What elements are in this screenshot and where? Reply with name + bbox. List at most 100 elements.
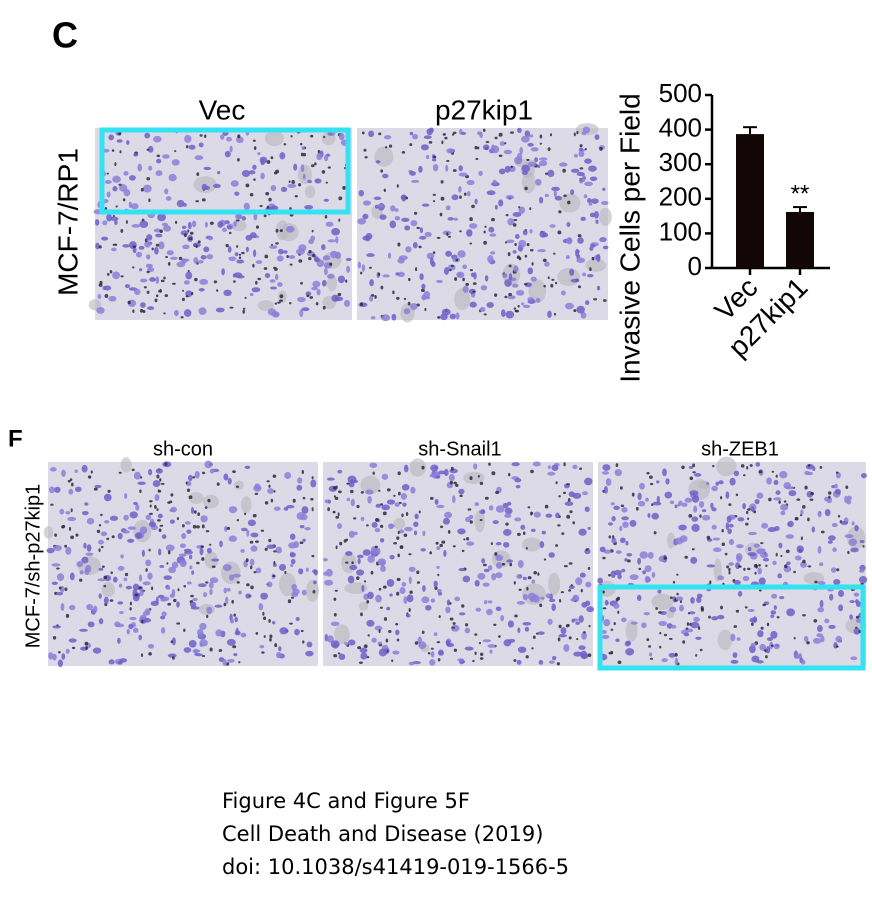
cell: [617, 660, 622, 665]
cell: [542, 233, 549, 238]
cell: [432, 199, 436, 203]
cell: [196, 172, 200, 176]
cell: [429, 496, 434, 500]
cell: [381, 314, 390, 322]
panel-label: F: [8, 425, 23, 452]
cell: [69, 604, 76, 611]
cell: [379, 606, 383, 609]
cell: [696, 593, 703, 599]
cell: [375, 160, 381, 164]
cell: [387, 252, 392, 259]
cell: [389, 554, 395, 560]
cell: [313, 580, 317, 585]
cell: [147, 306, 155, 311]
cell: [52, 653, 57, 661]
cell: [356, 504, 360, 509]
cell: [436, 588, 442, 593]
cell: [602, 187, 606, 191]
cell: [98, 593, 102, 599]
cell: [306, 641, 313, 648]
cell: [162, 154, 170, 159]
caption-line: Cell Death and Disease (2019): [222, 822, 543, 846]
cell: [442, 133, 447, 136]
cell: [444, 136, 448, 140]
cell: [302, 173, 306, 180]
cell: [175, 220, 178, 224]
cell: [691, 495, 700, 503]
cell: [643, 612, 651, 616]
cell: [86, 544, 92, 552]
cell: [751, 622, 754, 626]
cell: [287, 183, 297, 188]
cell: [117, 637, 121, 644]
cell: [273, 506, 281, 511]
cell: [349, 564, 358, 570]
cell: [445, 606, 451, 614]
cell: [159, 564, 165, 569]
cell: [388, 629, 392, 634]
cell: [582, 491, 588, 496]
cell: [422, 530, 426, 537]
cell: [596, 285, 601, 291]
cell: [451, 194, 459, 201]
cell: [494, 552, 498, 556]
cell: [800, 659, 806, 665]
cell: [482, 144, 490, 151]
cell: [164, 294, 169, 298]
cell: [395, 629, 400, 636]
cell: [425, 155, 430, 159]
cell: [55, 591, 64, 596]
cell: [773, 497, 782, 501]
cell: [577, 237, 584, 244]
cell: [217, 221, 224, 228]
cell: [200, 515, 208, 523]
cell: [327, 166, 331, 169]
cell: [522, 229, 528, 236]
cell: [820, 635, 825, 643]
cell: [490, 542, 493, 546]
cell: [817, 581, 826, 585]
cell: [51, 563, 61, 567]
cell: [229, 306, 234, 309]
cell: [602, 556, 606, 560]
cell: [397, 553, 400, 558]
cell: [225, 596, 229, 605]
cell: [692, 463, 695, 468]
cell: [458, 567, 466, 572]
cell: [580, 653, 589, 660]
cell: [794, 555, 802, 561]
cell: [506, 559, 513, 563]
cell: [472, 659, 475, 663]
cell: [397, 271, 405, 278]
cell: [495, 562, 503, 569]
cell: [452, 495, 456, 504]
cell: [659, 645, 662, 649]
cell: [374, 294, 377, 299]
cell: [688, 514, 693, 518]
cell: [131, 224, 141, 228]
cell: [157, 213, 166, 222]
cell: [155, 276, 160, 284]
cell: [590, 244, 596, 248]
cell: [527, 506, 531, 509]
cell: [259, 645, 265, 649]
cell: [270, 156, 274, 160]
row-label: MCF-7/RP1: [52, 148, 83, 296]
cell: [185, 145, 189, 149]
cell: [412, 242, 418, 249]
cell: [420, 288, 425, 293]
cell: [230, 180, 239, 187]
cell: [333, 495, 336, 498]
cell: [363, 644, 368, 649]
cell: [800, 536, 803, 541]
cell: [459, 195, 462, 199]
cell: [111, 149, 115, 152]
cell: [689, 611, 696, 615]
cell: [243, 202, 250, 211]
cell: [436, 565, 440, 569]
cell: [547, 276, 550, 280]
cell: [377, 641, 383, 645]
cell: [521, 302, 525, 306]
pore-shadow: [409, 458, 426, 477]
cell: [513, 218, 518, 222]
